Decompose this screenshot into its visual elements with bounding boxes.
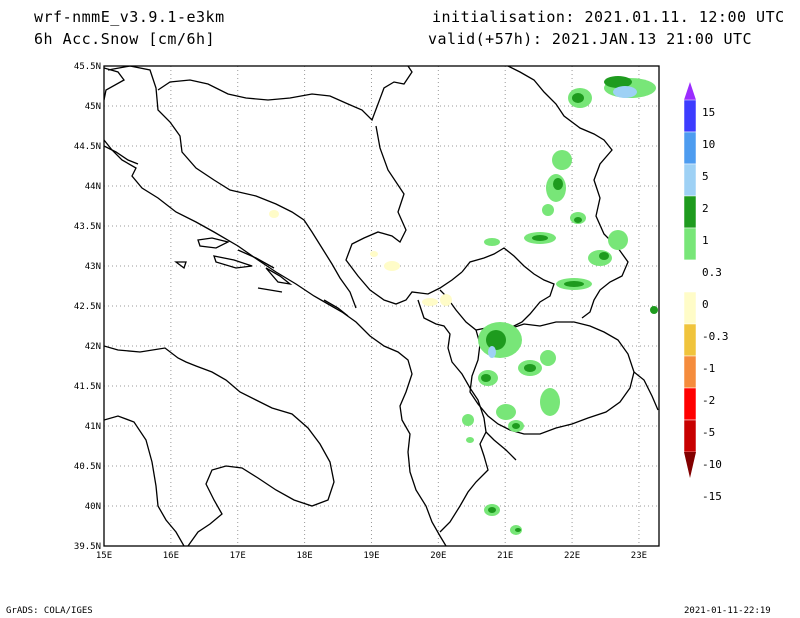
kosovo-border xyxy=(439,247,555,331)
colorbar-label: 0.3 xyxy=(702,266,722,279)
model-title: wrf-nmmE_v3.9.1-e3km xyxy=(34,8,225,26)
field-title: 6h Acc.Snow [cm/6h] xyxy=(34,30,216,48)
lat-tick-label: 40.5N xyxy=(74,462,101,472)
latitude-tick-labels: 45.5N 45N 44.5N 44N 43.5N 43N 42.5N 42N 41.5N 41N… xyxy=(74,62,101,552)
colorbar-label: -5 xyxy=(702,426,715,439)
croatia-bosnia-border xyxy=(107,66,413,309)
colorbar-segment xyxy=(683,195,697,229)
colorbar-label: 0 xyxy=(702,298,709,311)
colorbar-segment xyxy=(683,323,697,357)
serbia-border xyxy=(345,125,463,305)
colorbar-label: -10 xyxy=(702,458,722,471)
lat-tick-label: 45.5N xyxy=(74,62,101,72)
colorbar-label: -0.3 xyxy=(702,330,729,343)
albania-border xyxy=(417,299,489,533)
colorbar-segment xyxy=(683,131,697,165)
italy-coastline xyxy=(104,345,335,546)
colorbar-label: -15 xyxy=(702,490,722,503)
lat-tick-label: 45N xyxy=(85,102,101,112)
snow-accumulation-field xyxy=(269,76,658,535)
colorbar-label: -2 xyxy=(702,394,715,407)
colorbar-label: -1 xyxy=(702,362,715,375)
lon-tick-label: 19E xyxy=(363,551,379,561)
lon-tick-label: 18E xyxy=(296,551,312,561)
colorbar-label: 2 xyxy=(702,202,709,215)
colorbar-segment xyxy=(683,259,697,293)
lon-tick-label: 20E xyxy=(430,551,446,561)
coastlines-and-borders xyxy=(104,66,659,546)
greece-border xyxy=(485,371,659,461)
italy-south-coast xyxy=(104,415,185,546)
lat-tick-label: 43N xyxy=(85,262,101,272)
lat-tick-label: 42.5N xyxy=(74,302,101,312)
adriatic-islands xyxy=(104,145,349,317)
balkan-coastline xyxy=(104,67,447,546)
lon-tick-label: 16E xyxy=(163,551,179,561)
colorbar-segment xyxy=(683,163,697,197)
macedonia-border xyxy=(469,321,635,435)
lon-tick-label: 15E xyxy=(96,551,112,561)
colorbar-bottom-arrow xyxy=(684,452,696,478)
lon-tick-label: 17E xyxy=(230,551,246,561)
colorbar-top-arrow xyxy=(684,82,696,100)
map-frame xyxy=(103,65,660,547)
colorbar-segment xyxy=(683,387,697,421)
colorbar-label: 10 xyxy=(702,138,715,151)
colorbar-label: 5 xyxy=(702,170,709,183)
valid-time: valid(+57h): 2021.JAN.13 21:00 UTC xyxy=(428,30,753,48)
lon-tick-label: 21E xyxy=(497,551,513,561)
grads-credit: GrADS: COLA/IGES xyxy=(6,606,93,616)
lat-tick-label: 39.5N xyxy=(74,542,101,552)
colorbar-segment xyxy=(683,227,697,261)
initialisation-time: initialisation: 2021.01.11. 12:00 UTC xyxy=(432,8,785,26)
lat-tick-label: 43.5N xyxy=(74,222,101,232)
colorbar-segment xyxy=(683,419,697,453)
lon-tick-label: 22E xyxy=(564,551,580,561)
lon-tick-label: 23E xyxy=(631,551,647,561)
lat-tick-label: 41.5N xyxy=(74,382,101,392)
render-timestamp: 2021-01-11-22:19 xyxy=(684,606,771,616)
colorbar-segment xyxy=(683,291,697,325)
serbia-east-border xyxy=(507,66,629,319)
colorbar-label: 1 xyxy=(702,234,709,247)
lat-tick-label: 44.5N xyxy=(74,142,101,152)
map-gridlines xyxy=(104,66,659,546)
lat-tick-label: 40N xyxy=(85,502,101,512)
colorbar-legend: 15 10 5 2 1 0.3 0 -0.3 -1 -2 -5 -10 -15 xyxy=(683,82,729,503)
colorbar-segment xyxy=(683,99,697,133)
lat-tick-label: 42N xyxy=(85,342,101,352)
colorbar-label: 15 xyxy=(702,106,715,119)
lat-tick-label: 41N xyxy=(85,422,101,432)
longitude-tick-labels: 15E 16E 17E 18E 19E 20E 21E 22E 23E xyxy=(96,551,647,561)
colorbar-segment xyxy=(683,355,697,389)
lat-tick-label: 44N xyxy=(85,182,101,192)
